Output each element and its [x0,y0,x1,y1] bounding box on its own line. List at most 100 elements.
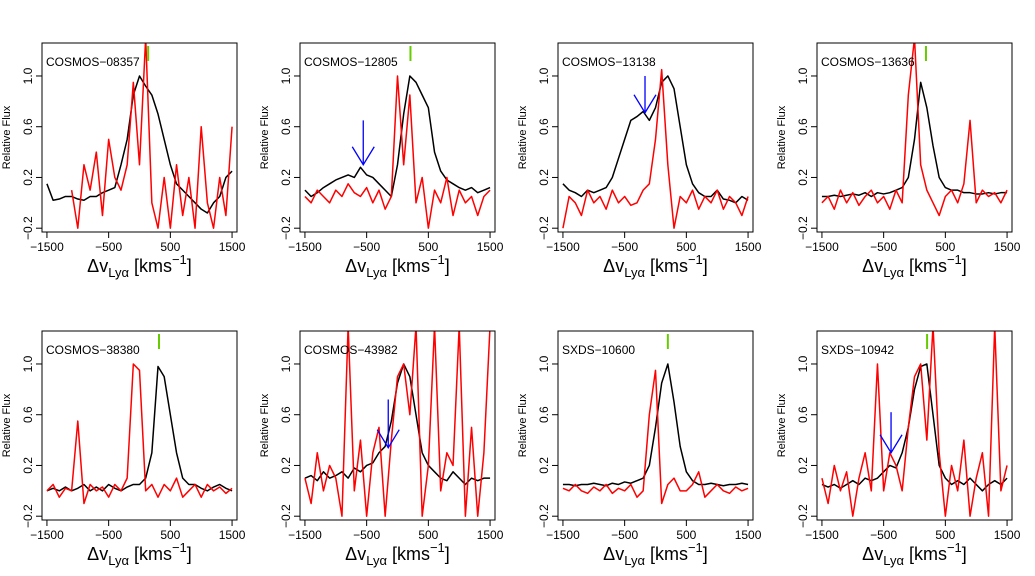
y-axis-label: Relative Flux [776,393,788,457]
x-label-unit: [kms [645,544,688,564]
x-label-main: Δv [862,544,883,564]
y-tick-label: 0.6 [537,118,551,135]
x-tick-label: −500 [353,240,380,254]
y-tick-label: 0.2 [796,169,810,186]
x-label-unit: [kms [645,256,688,276]
y-tick-label: 0.6 [21,406,35,423]
x-label-sup: −1 [172,252,187,267]
x-tick-label: −500 [611,528,638,542]
x-tick-label: 500 [160,528,180,542]
y-tick-label: −0.2 [279,216,293,240]
x-label-sub: Lyα [883,265,904,280]
y-tick-label: 0.2 [537,457,551,474]
plot-frame [299,330,496,521]
x-label-main: Δv [603,256,624,276]
panel: SXDS−10600 −1500 −500 500 1500 −0.2 0.2 0.6 1.0 R… [517,330,762,568]
y-tick-label: 1.0 [537,355,551,372]
y-axis-label: Relative Flux [259,393,271,457]
y-tick-label: 0.6 [796,118,810,135]
panel-title: COSMOS−12805 [304,55,398,69]
plot-frame [41,42,238,233]
y-tick-label: 0.6 [21,118,35,135]
x-label-sup: −1 [688,540,703,555]
panel: SXDS−10942 −1500 −500 500 1500 −0.2 0.2 0.6 1.0 R… [776,330,1021,568]
y-tick-label: 1.0 [21,67,35,84]
x-label-unit: [kms [904,544,947,564]
x-tick-label: 1500 [219,528,246,542]
x-label-sup: −1 [688,252,703,267]
x-axis-label: ΔvLyα [kms−1] [87,540,192,568]
y-tick-label: 0.2 [21,457,35,474]
x-label-sub: Lyα [366,553,387,568]
plot-frame [557,330,754,521]
y-tick-label: 1.0 [21,355,35,372]
y-tick-label: 0.2 [279,169,293,186]
x-label-close: ] [962,544,967,564]
x-label-close: ] [187,256,192,276]
spectrum-line [562,68,749,229]
x-label-close: ] [962,256,967,276]
x-label-sup: −1 [172,540,187,555]
y-tick-label: −0.2 [537,216,551,240]
plot-frame [816,330,1013,521]
y-axis-label: Relative Flux [517,393,529,457]
y-axis-label: Relative Flux [1,393,13,457]
y-tick-label: 1.0 [796,67,810,84]
x-tick-label: 1500 [477,240,504,254]
x-tick-label: −500 [611,240,638,254]
x-label-close: ] [187,544,192,564]
arrow-head [376,429,400,449]
x-tick-label: 500 [935,240,955,254]
x-label-close: ] [445,544,450,564]
x-tick-label: 1500 [735,528,762,542]
spectrum-line [821,363,1008,492]
x-tick-label: −1500 [288,240,322,254]
panel: COSMOS−38380 −1500 −500 500 1500 −0.2 0.2 0.6 1.… [1,330,246,568]
plot-frame [557,42,754,233]
x-tick-label: 500 [418,528,438,542]
y-axis-label: Relative Flux [776,105,788,169]
y-tick-label: 0.6 [537,406,551,423]
x-tick-label: −1500 [805,240,839,254]
panel: COSMOS−13636 −1500 −500 500 1500 −0.2 0.2 0.6 1.… [776,42,1021,280]
x-tick-label: 1500 [994,240,1021,254]
y-axis-label: Relative Flux [259,105,271,169]
y-tick-label: 0.2 [21,169,35,186]
x-tick-label: 500 [676,528,696,542]
x-label-sup: −1 [947,252,962,267]
y-tick-label: −0.2 [279,504,293,528]
x-label-main: Δv [87,544,108,564]
x-label-main: Δv [345,256,366,276]
x-label-sub: Lyα [883,553,904,568]
spectrum-line [821,81,1008,198]
x-tick-label: −500 [870,240,897,254]
x-label-main: Δv [862,256,883,276]
x-label-sub: Lyα [366,265,387,280]
panel-title: COSMOS−38380 [46,343,140,357]
plot-frame [816,42,1013,233]
x-tick-label: −1500 [546,240,580,254]
x-tick-label: 1500 [994,528,1021,542]
panel-title: COSMOS−08357 [46,55,140,69]
x-label-main: Δv [603,544,624,564]
x-tick-label: −1500 [30,240,64,254]
y-tick-label: 1.0 [796,355,810,372]
spectrum-line [821,43,1008,217]
spectrum-line [70,43,233,229]
x-tick-label: 1500 [219,240,246,254]
panel: COSMOS−13138 −1500 −500 500 1500 −0.2 0.2 0.6 1.… [517,42,762,280]
spectrum-line [304,75,491,229]
x-tick-label: 500 [418,240,438,254]
x-label-sub: Lyα [624,265,645,280]
panel-title: COSMOS−13138 [562,55,656,69]
spectrum-line [304,331,491,517]
panel-title: SXDS−10600 [562,343,635,357]
arrow-head [633,94,657,115]
y-tick-label: 0.2 [279,457,293,474]
x-label-sub: Lyα [108,265,129,280]
y-tick-label: −0.2 [796,216,810,240]
x-axis-label: ΔvLyα [kms−1] [345,252,450,280]
x-tick-label: −1500 [30,528,64,542]
spectrum-line [46,363,233,505]
